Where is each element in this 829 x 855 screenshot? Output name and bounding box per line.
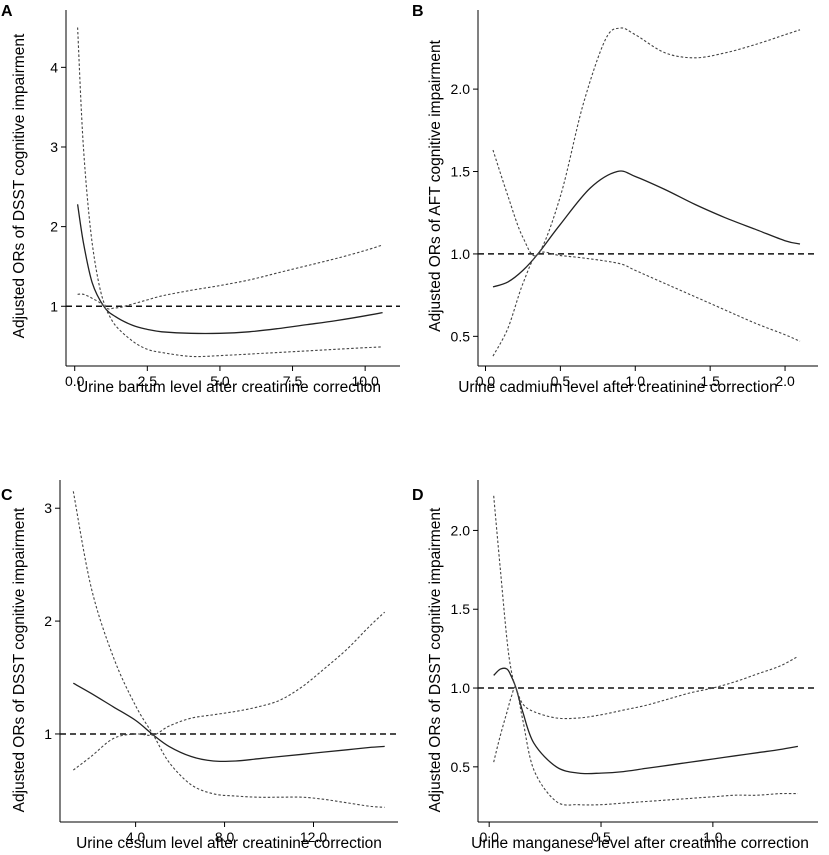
panel-b-plot: 0.5 1.0 1.5 2.0 0.0 0.5 1.0 1.5 2.0 xyxy=(451,10,818,389)
panel-c-y-tick-label: 3 xyxy=(44,500,52,516)
panel-c-x-axis-label: Urine cesium level after creatinine corr… xyxy=(76,835,382,852)
panel-b-y-tick-label: 2.0 xyxy=(451,81,471,97)
panel-c-y-tick-label: 1 xyxy=(44,726,52,742)
panel-d-y-tick-label: 2.0 xyxy=(451,522,471,538)
panel-a: A Adjusted ORs of DSST cognitive impairm… xyxy=(1,3,381,396)
panel-a-x-tick-label: 7.5 xyxy=(283,373,303,389)
panel-b-estimate-line xyxy=(492,170,801,288)
panel-d-y-tick-label: 0.5 xyxy=(451,759,471,775)
panel-d-upper-ci-line xyxy=(493,495,799,720)
panel-d: D Adjusted ORs of DSST cognitive impairm… xyxy=(412,487,809,852)
panel-a-y-tick-label: 2 xyxy=(50,219,58,235)
panel-a-y-axis-label: Adjusted ORs of DSST cognitive impairmen… xyxy=(11,33,28,338)
panel-c-plot: 1 2 3 4.0 8.0 12.0 xyxy=(44,480,398,845)
panel-d-x-axis-label: Urine manganese level after creatinine c… xyxy=(471,835,809,852)
panel-d-y-axis-label: Adjusted ORs of DSST cognitive impairmen… xyxy=(427,507,444,812)
panel-a-x-tick-label: 0.0 xyxy=(65,373,85,389)
panel-a-y-tick-label: 3 xyxy=(50,139,58,155)
panel-b-y-tick-label: 0.5 xyxy=(451,328,471,344)
panel-b-y-tick-label: 1.0 xyxy=(451,246,471,262)
panel-c-y-axis-label: Adjusted ORs of DSST cognitive impairmen… xyxy=(11,507,28,812)
panel-d-y-tick-label: 1.0 xyxy=(451,680,471,696)
panel-b-x-tick-label: 0.5 xyxy=(551,373,571,389)
panel-a-x-tick-label: 5.0 xyxy=(210,373,230,389)
panel-d-y-tick-label: 1.5 xyxy=(451,601,471,617)
panel-c-lower-ci-line xyxy=(72,491,385,808)
panel-a-plot: 1 2 3 4 0.0 2.5 5.0 7.5 10.0 xyxy=(50,10,400,389)
panel-b-x-tick-label: 0.0 xyxy=(476,373,496,389)
panel-d-x-tick-label: 0.5 xyxy=(591,829,611,845)
panel-b-y-tick-label: 1.5 xyxy=(451,164,471,180)
panel-b-x-tick-label: 1.5 xyxy=(700,373,720,389)
panel-a-upper-ci-line xyxy=(77,27,383,310)
panel-b-x-tick-label: 2.0 xyxy=(775,373,795,389)
panel-a-letter: A xyxy=(1,3,13,20)
panel-a-x-tick-label: 10.0 xyxy=(352,373,379,389)
panel-b-x-tick-label: 1.0 xyxy=(626,373,646,389)
panel-b: B Adjusted ORs of AFT cognitive impairme… xyxy=(412,3,778,396)
panel-a-estimate-line xyxy=(76,204,383,335)
panel-a-lower-ci-line xyxy=(77,293,383,358)
panel-c-upper-ci-line xyxy=(72,611,386,771)
panel-b-lower-ci-line xyxy=(492,251,801,357)
panel-c-y-tick-label: 2 xyxy=(44,613,52,629)
panel-c: C Adjusted ORs of DSST cognitive impairm… xyxy=(1,487,382,852)
panel-a-x-axis-label: Urine barium level after creatinine corr… xyxy=(77,379,381,396)
panel-b-letter: B xyxy=(412,3,424,20)
panel-c-x-tick-label: 4.0 xyxy=(126,829,146,845)
panel-c-letter: C xyxy=(1,487,13,504)
panel-d-plot: 0.5 1.0 1.5 2.0 0.0 0.5 1.0 xyxy=(451,480,818,845)
panel-a-x-tick-label: 2.5 xyxy=(138,373,158,389)
panel-d-lower-ci-line xyxy=(493,686,798,806)
panel-d-x-tick-label: 1.0 xyxy=(703,829,723,845)
panel-d-estimate-line xyxy=(493,667,799,775)
panel-b-upper-ci-line xyxy=(492,27,801,257)
panel-c-x-tick-label: 12.0 xyxy=(300,829,327,845)
panel-a-y-tick-label: 4 xyxy=(50,59,58,75)
panel-d-x-tick-label: 0.0 xyxy=(479,829,499,845)
panel-b-y-axis-label: Adjusted ORs of AFT cognitive impairment xyxy=(427,39,444,331)
panel-a-y-tick-label: 1 xyxy=(50,298,58,314)
panel-b-x-axis-label: Urine cadmium level after creatinine cor… xyxy=(458,379,778,396)
panel-c-x-tick-label: 8.0 xyxy=(215,829,235,845)
panel-d-letter: D xyxy=(412,487,424,504)
panel-c-estimate-line xyxy=(72,682,385,763)
